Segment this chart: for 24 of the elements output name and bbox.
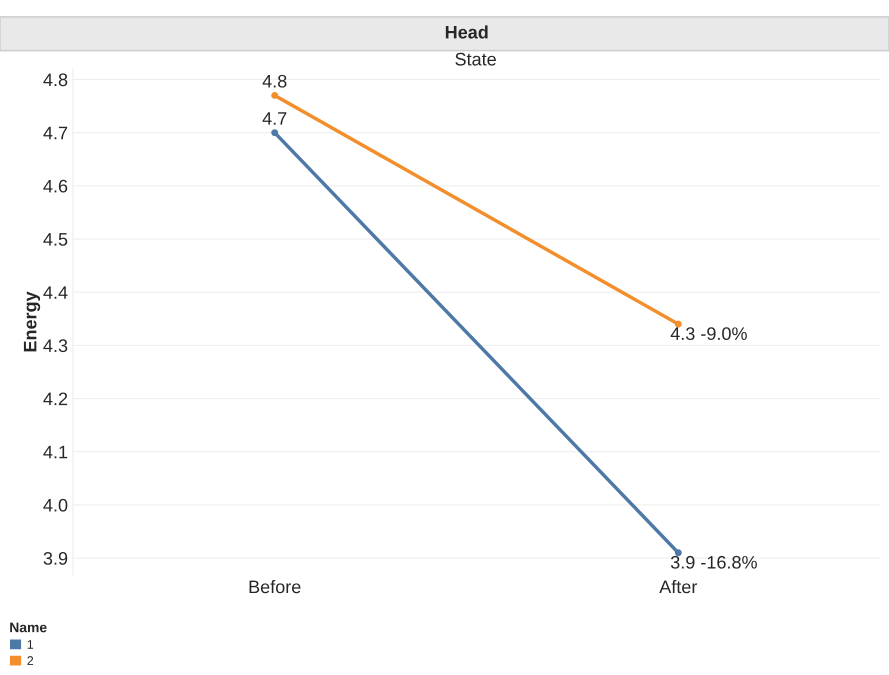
y-tick-label: 3.9 — [44, 552, 68, 565]
y-tick-label: 4.8 — [43, 73, 68, 86]
y-tick-label: 4.6 — [43, 180, 68, 193]
chart-title: Head — [446, 25, 488, 39]
y-axis-title: Energy — [24, 291, 40, 352]
y-tick-label: 4.2 — [43, 392, 68, 406]
y-tick-label: 4.7 — [43, 126, 68, 140]
data-label: 4.8 — [262, 74, 286, 88]
data-label: 3.9 -16.8% — [670, 556, 757, 569]
data-label: 4.7 — [262, 112, 286, 125]
y-tick-label: 4.3 — [43, 339, 68, 352]
legend-label: 1 — [28, 640, 34, 649]
y-tick-label: 4.1 — [43, 446, 68, 458]
x-tick-label: Before — [250, 580, 300, 594]
y-tick-label: 4.0 — [43, 498, 68, 512]
legend-title: Name — [10, 622, 47, 632]
chart-subtitle: State — [455, 52, 496, 66]
point — [271, 92, 278, 99]
data-label: 4.3 -9.0% — [670, 327, 747, 340]
y-tick-label: 4.4 — [43, 286, 68, 299]
legend-label: 2 — [27, 656, 34, 665]
x-tick-label: After — [659, 580, 698, 594]
y-tick-label: 4.5 — [43, 233, 68, 246]
point — [271, 129, 278, 136]
